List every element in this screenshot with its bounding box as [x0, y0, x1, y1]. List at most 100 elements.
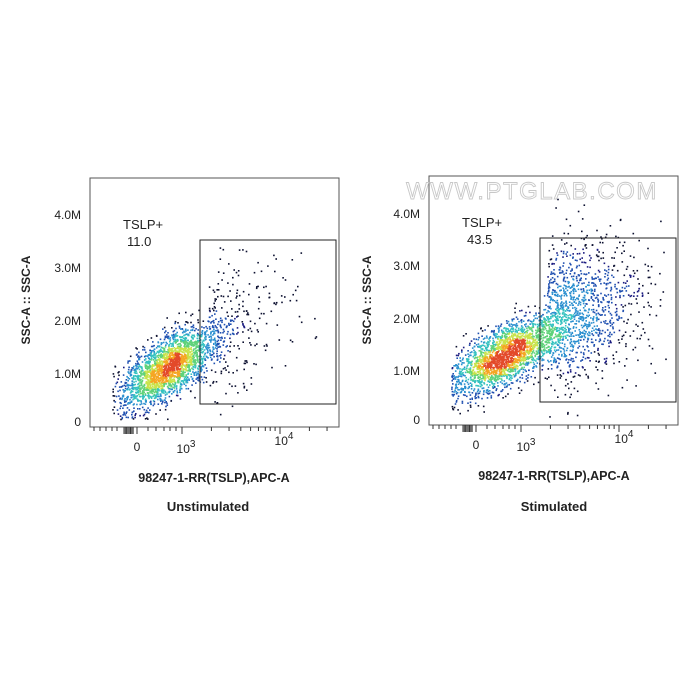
event-dot [237, 270, 240, 272]
event-dot [204, 331, 207, 334]
event-dot [611, 317, 613, 319]
event-dot [543, 295, 546, 297]
event-dot [489, 390, 491, 392]
event-dot [534, 317, 537, 320]
event-dot [149, 366, 152, 368]
event-dot [185, 357, 188, 359]
event-dot [235, 271, 238, 274]
event-dot [488, 360, 491, 362]
event-dot [578, 317, 580, 320]
event-dot [153, 369, 155, 371]
event-dot [481, 330, 484, 332]
event-dot [123, 391, 125, 393]
event-dot [213, 352, 215, 355]
event-dot [185, 384, 187, 387]
event-dot [176, 372, 179, 375]
event-dot [158, 351, 161, 353]
event-dot [175, 334, 177, 337]
event-dot [507, 328, 510, 330]
event-dot [471, 383, 473, 386]
event-dot [187, 352, 190, 355]
event-dot [127, 371, 129, 373]
event-dot [191, 328, 194, 331]
event-dot [451, 386, 453, 389]
event-dot [547, 317, 549, 319]
event-dot [496, 333, 498, 335]
event-dot [146, 389, 149, 391]
event-dot [575, 340, 578, 343]
event-dot [131, 390, 134, 393]
event-dot [129, 392, 132, 394]
event-dot [203, 358, 206, 361]
event-dot [583, 335, 586, 338]
event-dot [521, 342, 524, 344]
event-dot [178, 358, 180, 360]
event-dot [493, 383, 496, 385]
event-dot [217, 346, 219, 348]
event-dot [471, 375, 474, 377]
event-dot [216, 327, 218, 329]
event-dot [131, 383, 134, 386]
event-dot [157, 356, 160, 359]
event-dot [517, 329, 520, 331]
event-dot [559, 319, 562, 321]
event-dot [479, 373, 482, 375]
event-dot [166, 379, 168, 382]
event-dot [227, 365, 229, 367]
event-dot [552, 248, 555, 250]
event-dot [238, 308, 241, 310]
event-dot [553, 280, 556, 282]
event-dot [201, 362, 204, 364]
event-dot [206, 370, 208, 372]
event-dot [123, 404, 126, 406]
event-dot [130, 370, 133, 373]
event-dot [141, 387, 144, 389]
event-dot [180, 338, 183, 341]
event-dot [484, 337, 486, 339]
event-dot [659, 305, 662, 307]
event-dot [481, 363, 484, 365]
event-dot [195, 374, 198, 376]
event-dot [572, 314, 575, 316]
event-dot [178, 343, 180, 345]
event-dot [575, 326, 578, 329]
event-dot [268, 292, 271, 295]
event-dot [574, 330, 576, 332]
event-dot [488, 371, 491, 373]
event-dot [469, 401, 472, 404]
event-dot [183, 349, 186, 352]
event-dot [649, 313, 651, 316]
event-dot [494, 378, 497, 381]
event-dot [482, 356, 485, 359]
event-dot [195, 371, 197, 373]
event-dot [565, 337, 567, 339]
event-dot [473, 366, 475, 368]
event-dot [593, 351, 596, 353]
event-dot [149, 379, 152, 381]
event-dot [601, 377, 604, 380]
event-dot [200, 351, 203, 354]
event-dot [118, 386, 121, 388]
event-dot [638, 239, 640, 242]
event-dot [582, 248, 584, 251]
event-dot [142, 414, 145, 417]
event-dot [480, 383, 483, 386]
event-dot [518, 357, 520, 359]
event-dot [481, 356, 484, 359]
event-dot [165, 357, 167, 359]
event-dot [229, 319, 232, 321]
event-dot [515, 302, 517, 305]
event-dot [532, 320, 535, 323]
event-dot [575, 323, 578, 325]
event-dot [186, 333, 188, 335]
event-dot [595, 285, 597, 287]
event-dot [165, 401, 167, 403]
event-dot [176, 347, 178, 350]
event-dot [473, 345, 476, 348]
event-dot [496, 375, 498, 377]
event-dot [541, 333, 543, 336]
x-axis-ticks [93, 427, 328, 434]
event-dot [617, 319, 619, 321]
event-dot [519, 310, 521, 312]
event-dot [519, 362, 522, 364]
